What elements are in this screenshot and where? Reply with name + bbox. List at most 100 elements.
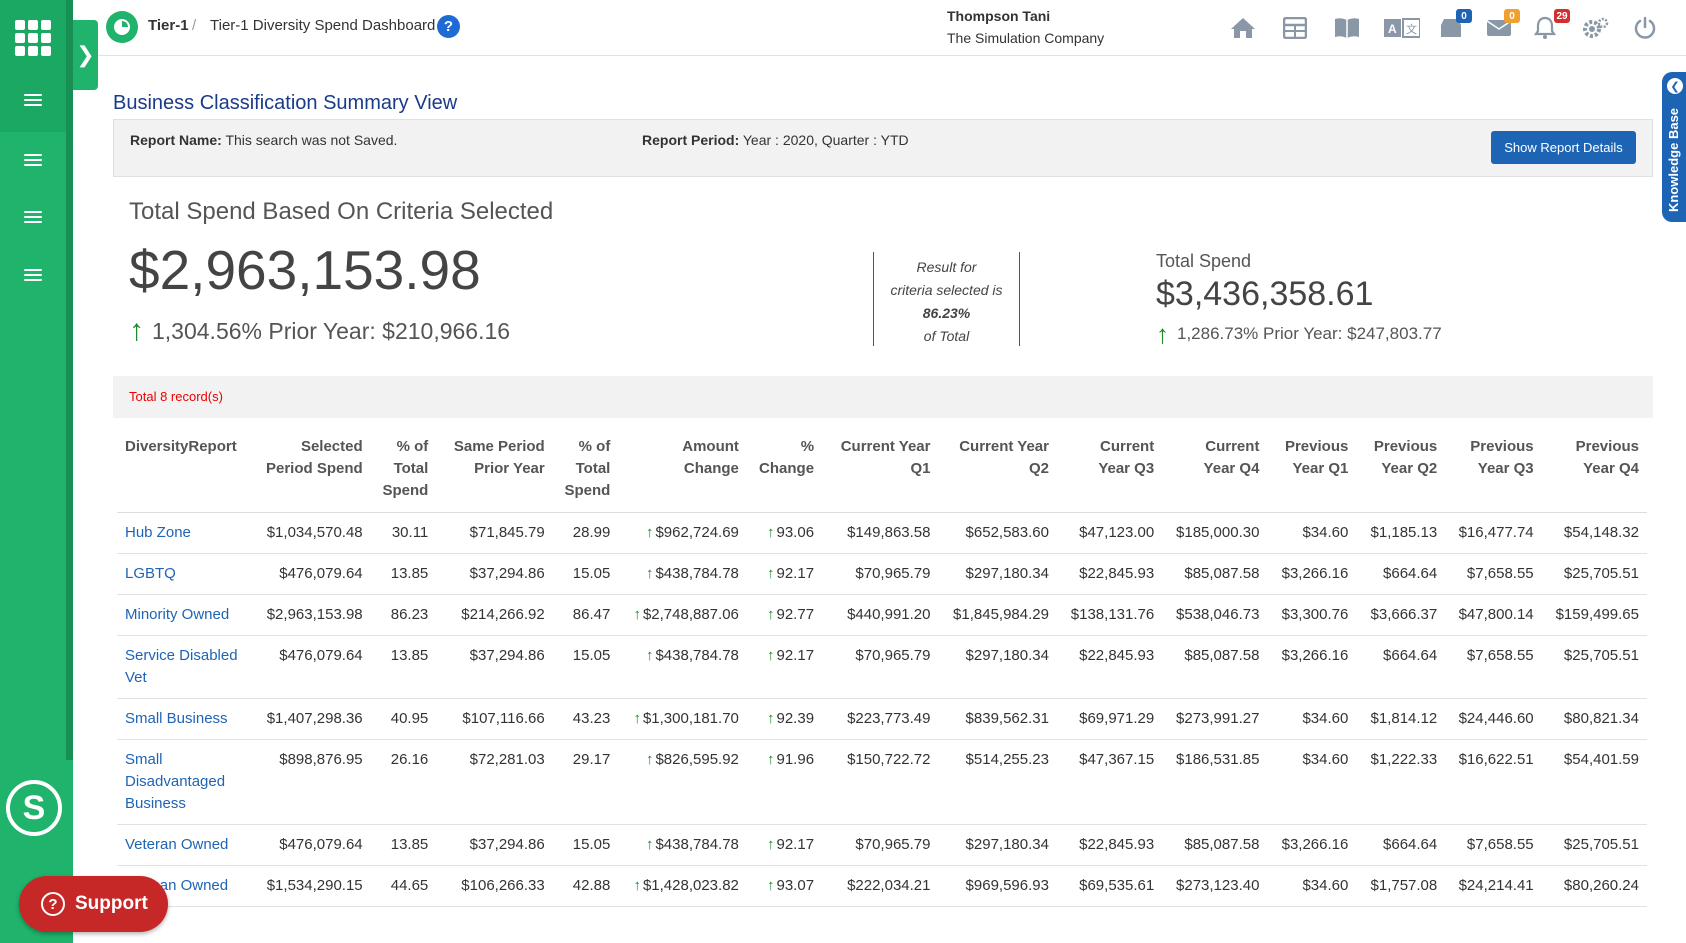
- table-cell: 15.05: [552, 553, 619, 595]
- classification-link[interactable]: Veteran Owned: [117, 824, 253, 866]
- cell-value: $72,281.03: [469, 751, 545, 768]
- table-cell: $107,116.66: [436, 698, 553, 740]
- column-header[interactable]: Previous Year Q1: [1267, 426, 1357, 513]
- column-header[interactable]: Current Year Q1: [822, 426, 939, 513]
- column-header[interactable]: Amount Change: [618, 426, 747, 513]
- column-header[interactable]: Previous Year Q3: [1445, 426, 1542, 513]
- menu-icon[interactable]: [0, 145, 66, 175]
- arrow-up-icon: ↑: [129, 314, 144, 347]
- cell-value: $476,079.64: [279, 565, 363, 582]
- table-icon[interactable]: [1280, 14, 1310, 42]
- classification-link[interactable]: Small Business: [117, 698, 253, 740]
- book-icon[interactable]: [1332, 14, 1362, 42]
- table-cell: $85,087.58: [1162, 824, 1268, 866]
- classification-link[interactable]: Service Disabled Vet: [117, 635, 253, 699]
- column-header[interactable]: DiversityReport: [117, 426, 253, 513]
- cell-value: $80,260.24: [1563, 877, 1639, 894]
- menu-icon[interactable]: [0, 260, 66, 290]
- table-cell: $150,722.72: [822, 739, 939, 825]
- table-cell: $297,180.34: [938, 635, 1057, 699]
- cell-value: $538,046.73: [1176, 606, 1260, 623]
- arrow-up-icon: ↑: [767, 710, 775, 727]
- cell-value: $70,965.79: [855, 565, 931, 582]
- column-header[interactable]: Same Period Prior Year: [436, 426, 553, 513]
- support-button[interactable]: ? Support: [19, 876, 168, 932]
- cell-value: $70,965.79: [855, 836, 931, 853]
- classification-link[interactable]: Minority Owned: [117, 594, 253, 636]
- table-cell: 13.85: [370, 635, 437, 699]
- menu-icon[interactable]: [0, 85, 66, 115]
- breadcrumb-separator: /: [192, 17, 197, 34]
- column-header[interactable]: % of Total Spend: [552, 426, 619, 513]
- cell-value: 40.95: [390, 710, 429, 727]
- table-cell: $72,281.03: [436, 739, 553, 825]
- table-cell: $222,034.21: [822, 865, 939, 907]
- table-cell: $7,658.55: [1445, 635, 1542, 699]
- report-name-value: This search was not Saved.: [225, 132, 398, 148]
- column-header[interactable]: Selected Period Spend: [252, 426, 371, 513]
- cell-value: $70,965.79: [855, 647, 931, 664]
- classification-link[interactable]: Small Disadvantaged Business: [117, 739, 253, 825]
- apps-grid-icon[interactable]: [0, 18, 66, 58]
- table-cell: $80,821.34: [1541, 698, 1647, 740]
- dashboard-logo-icon[interactable]: [106, 11, 138, 43]
- table-row: Small Disadvantaged Business $898,876.95 2…: [117, 739, 1647, 825]
- gear-icon[interactable]: [1580, 14, 1610, 42]
- column-header[interactable]: Previous Year Q4: [1541, 426, 1647, 513]
- report-period-value: Year : 2020, Quarter : YTD: [742, 132, 909, 148]
- breadcrumb-root[interactable]: Tier-1: [148, 17, 189, 34]
- inbox-icon[interactable]: 0: [1436, 9, 1472, 42]
- cell-value: $54,401.59: [1563, 751, 1639, 768]
- table-cell: 86.23: [370, 594, 437, 636]
- cell-value: $664.64: [1383, 647, 1438, 664]
- classification-link[interactable]: Hub Zone: [117, 512, 253, 554]
- column-header[interactable]: % of Total Spend: [370, 426, 437, 513]
- arrow-up-icon: ↑: [767, 565, 775, 582]
- result-percentage-box: Result for criteria selected is 86.23% o…: [873, 252, 1020, 346]
- table-cell: $1,407,298.36: [252, 698, 371, 740]
- home-icon[interactable]: [1228, 14, 1258, 42]
- help-icon[interactable]: ?: [437, 15, 460, 38]
- cell-value: 92.17: [776, 565, 815, 582]
- cell-value: $47,800.14: [1458, 606, 1534, 623]
- arrow-up-icon: ↑: [767, 524, 775, 541]
- cell-value: $438,784.78: [655, 836, 739, 853]
- sidebar-scrollbar[interactable]: [66, 0, 73, 760]
- cell-value: $222,034.21: [847, 877, 931, 894]
- sidebar-toggle-button[interactable]: ❯: [73, 20, 98, 90]
- table-cell: $70,965.79: [822, 824, 939, 866]
- table-row: Small Business $1,407,298.36 40.95 $107,116…: [117, 698, 1647, 740]
- arrow-up-icon: ↑: [767, 647, 775, 664]
- column-header[interactable]: Current Year Q3: [1056, 426, 1163, 513]
- table-cell: $7,658.55: [1445, 824, 1542, 866]
- table-row: Hub Zone $1,034,570.48 30.11 $71,845.79 28.9…: [117, 512, 1647, 554]
- column-header[interactable]: Current Year Q4: [1162, 426, 1268, 513]
- cell-value: $22,845.93: [1079, 565, 1155, 582]
- bell-icon[interactable]: 29: [1530, 9, 1570, 42]
- column-header[interactable]: % Change: [746, 426, 823, 513]
- table-cell: ↑ $438,784.78: [618, 635, 747, 699]
- table-cell: 26.16: [370, 739, 437, 825]
- chevron-left-icon: ❮: [1667, 78, 1683, 94]
- cell-value: $214,266.92: [461, 606, 545, 623]
- table-cell: 43.23: [552, 698, 619, 740]
- cell-value: 13.85: [390, 647, 429, 664]
- cell-value: $476,079.64: [279, 647, 363, 664]
- result-line: of Total: [923, 328, 970, 344]
- menu-icon[interactable]: [0, 202, 66, 232]
- column-header[interactable]: Previous Year Q2: [1356, 426, 1446, 513]
- classification-link[interactable]: LGBTQ: [117, 553, 253, 595]
- table-cell: $71,845.79: [436, 512, 553, 554]
- column-header[interactable]: Current Year Q2: [938, 426, 1057, 513]
- mail-icon[interactable]: 0: [1484, 9, 1520, 42]
- page-title: Business Classification Summary View: [113, 92, 458, 114]
- table-cell: ↑ $438,784.78: [618, 824, 747, 866]
- cell-value: 43.23: [572, 710, 611, 727]
- power-icon[interactable]: [1630, 14, 1660, 42]
- knowledge-base-tab[interactable]: ❮ Knowledge Base: [1662, 72, 1686, 222]
- report-info-bar: Report Name: This search was not Saved. …: [113, 119, 1653, 177]
- cell-value: $1,222.33: [1370, 751, 1438, 768]
- show-report-details-button[interactable]: Show Report Details: [1491, 131, 1636, 164]
- user-name[interactable]: Thompson Tani: [947, 8, 1051, 24]
